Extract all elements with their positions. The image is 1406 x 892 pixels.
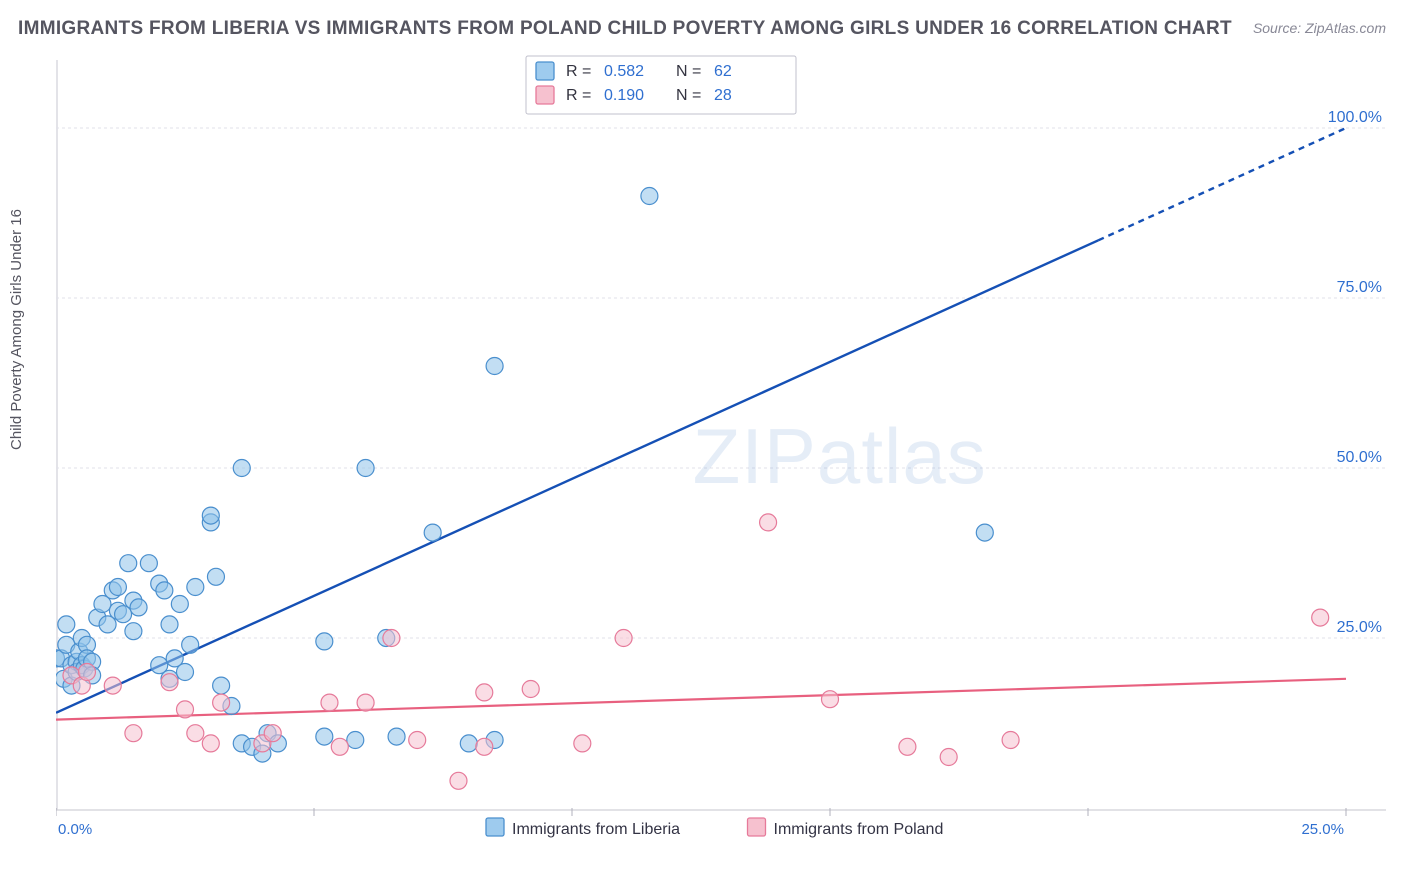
data-point [109, 579, 126, 596]
data-point [460, 735, 477, 752]
scatter-plot: 25.0% 50.0% 75.0% 100.0% 0.0% 25.0% R = 0.582… [56, 48, 1388, 838]
chart-area: 25.0% 50.0% 75.0% 100.0% 0.0% 25.0% R = 0.582… [56, 48, 1388, 838]
svg-text:Immigrants from Liberia: Immigrants from Liberia [512, 821, 680, 838]
data-point [476, 684, 493, 701]
series-legend: Immigrants from Liberia Immigrants from P… [486, 818, 943, 838]
data-point [383, 630, 400, 647]
data-point [264, 725, 281, 742]
data-point [120, 555, 137, 572]
data-point [207, 568, 224, 585]
data-point [316, 633, 333, 650]
svg-text:0.190: 0.190 [604, 87, 644, 104]
data-point [357, 694, 374, 711]
data-point [316, 728, 333, 745]
stats-legend: R = 0.582 N = 62 R = 0.190 N = 28 [526, 56, 796, 114]
data-point [357, 460, 374, 477]
svg-text:25.0%: 25.0% [1301, 821, 1344, 838]
data-point [321, 694, 338, 711]
svg-text:62: 62 [714, 63, 732, 80]
data-point [125, 623, 142, 640]
data-point [450, 772, 467, 789]
data-point [156, 582, 173, 599]
data-point [1312, 609, 1329, 626]
data-point [486, 358, 503, 375]
data-point [161, 616, 178, 633]
y-axis-label: Child Poverty Among Girls Under 16 [8, 209, 25, 450]
data-point [140, 555, 157, 572]
data-point [171, 596, 188, 613]
data-point [202, 735, 219, 752]
data-point [213, 694, 230, 711]
data-point [388, 728, 405, 745]
chart-title: IMMIGRANTS FROM LIBERIA VS IMMIGRANTS FR… [18, 18, 1232, 40]
data-point [104, 677, 121, 694]
svg-text:0.582: 0.582 [604, 63, 644, 80]
svg-text:100.0%: 100.0% [1328, 109, 1382, 126]
data-point [347, 732, 364, 749]
data-point [574, 735, 591, 752]
svg-text:25.0%: 25.0% [1337, 619, 1382, 636]
data-point [213, 677, 230, 694]
data-point [522, 681, 539, 698]
data-point [615, 630, 632, 647]
data-point [233, 460, 250, 477]
data-point [424, 524, 441, 541]
svg-text:N =: N = [676, 63, 701, 80]
data-point [641, 188, 658, 205]
svg-text:R =: R = [566, 63, 591, 80]
svg-text:0.0%: 0.0% [58, 821, 92, 838]
svg-text:R =: R = [566, 87, 591, 104]
data-point [130, 599, 147, 616]
data-point [177, 664, 194, 681]
data-point [331, 738, 348, 755]
data-point [58, 616, 75, 633]
data-point [182, 636, 199, 653]
data-point [1002, 732, 1019, 749]
data-point [822, 691, 839, 708]
data-point [78, 664, 95, 681]
svg-text:75.0%: 75.0% [1337, 279, 1382, 296]
svg-text:N =: N = [676, 87, 701, 104]
data-point [476, 738, 493, 755]
data-point [202, 507, 219, 524]
data-point [125, 725, 142, 742]
data-point [187, 725, 204, 742]
svg-text:Immigrants from Poland: Immigrants from Poland [774, 821, 944, 838]
data-point [177, 701, 194, 718]
source-citation: Source: ZipAtlas.com [1253, 20, 1386, 36]
data-point [899, 738, 916, 755]
data-point [940, 749, 957, 766]
data-point [187, 579, 204, 596]
svg-text:50.0%: 50.0% [1337, 449, 1382, 466]
data-point [161, 674, 178, 691]
data-point [976, 524, 993, 541]
data-point [409, 732, 426, 749]
data-point [760, 514, 777, 531]
svg-text:28: 28 [714, 87, 732, 104]
